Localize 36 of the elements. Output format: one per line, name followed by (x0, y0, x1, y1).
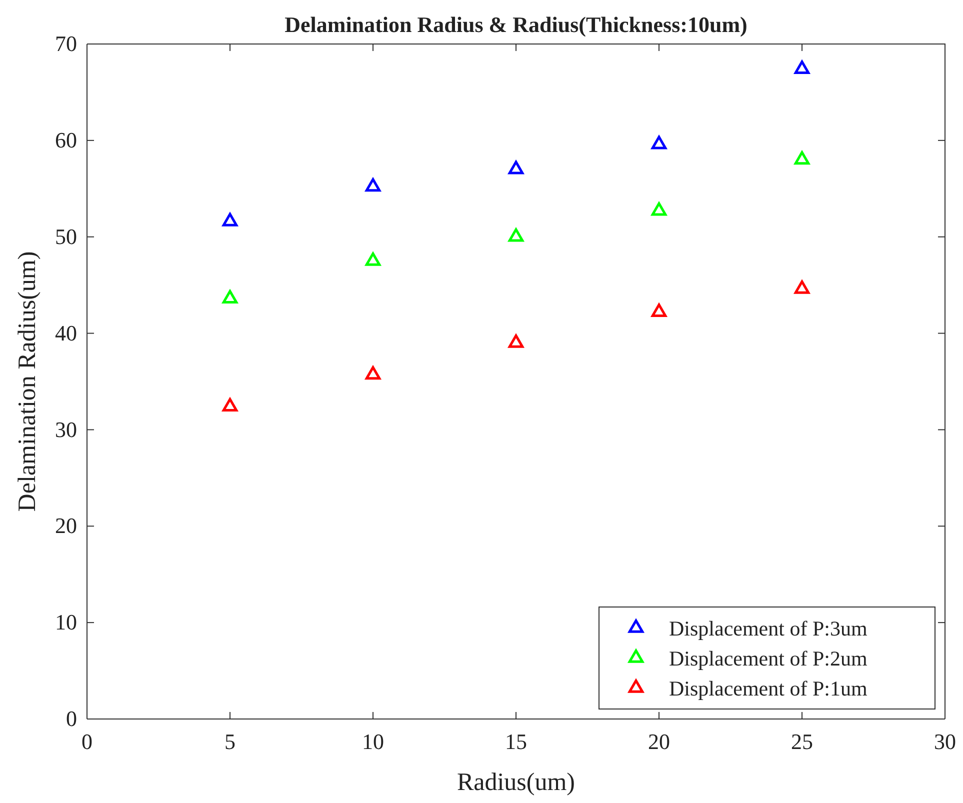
x-axis-title: Radius(um) (456, 769, 576, 796)
point (365, 366, 381, 380)
point (794, 280, 810, 294)
y-tick-label: 0 (66, 706, 77, 732)
x-tick-label: 25 (791, 728, 813, 754)
x-tick-label: 15 (505, 728, 527, 754)
point (508, 160, 524, 174)
y-axis-title: Delamination Radius(um) (14, 251, 41, 512)
x-tick-label: 30 (934, 728, 956, 754)
point (222, 290, 238, 304)
legend-label: Displacement of P:2um (669, 646, 868, 670)
y-tick-label: 20 (55, 513, 77, 538)
point (651, 303, 667, 317)
y-tick-label: 30 (55, 416, 77, 442)
x-tick-label: 0 (82, 728, 92, 754)
x-tick-label: 20 (648, 728, 670, 754)
point (794, 60, 810, 74)
x-tick-label: 5 (224, 728, 236, 754)
point (365, 252, 381, 266)
legend-label: Displacement of P:1um (669, 676, 868, 700)
point (508, 228, 524, 242)
point (651, 202, 667, 216)
point (365, 178, 381, 192)
point (222, 398, 238, 412)
y-tick-label: 70 (55, 31, 77, 56)
y-tick-label: 10 (55, 610, 77, 635)
point (508, 334, 524, 348)
y-tick-label: 50 (55, 224, 77, 249)
y-tick-label: 40 (55, 320, 77, 346)
y-tick-label: 60 (55, 127, 77, 152)
point (651, 136, 667, 150)
point (794, 151, 810, 165)
chart-title: Delamination Radius & Radius(Thickness:10um) (284, 12, 748, 37)
point (222, 212, 238, 226)
x-tick-label: 10 (362, 728, 384, 754)
legend-label: Displacement of P:3um (669, 616, 868, 640)
